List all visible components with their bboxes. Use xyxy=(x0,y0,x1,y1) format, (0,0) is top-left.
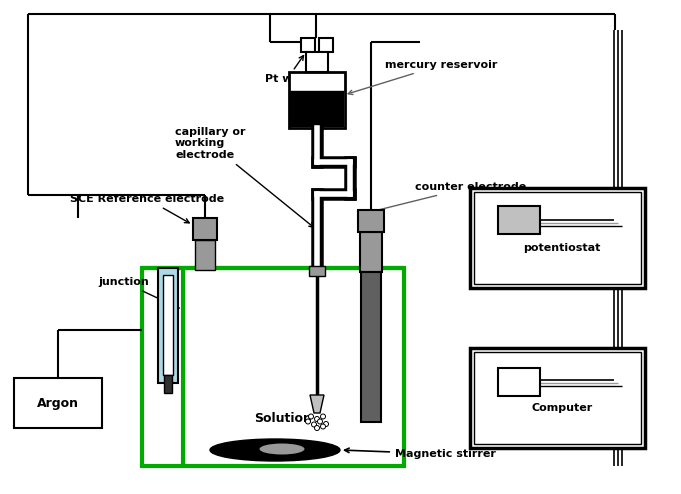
Circle shape xyxy=(323,421,328,426)
Circle shape xyxy=(308,414,313,419)
Bar xyxy=(195,240,215,270)
Text: Solution: Solution xyxy=(254,412,312,424)
Circle shape xyxy=(315,416,319,421)
Bar xyxy=(358,210,384,232)
Bar xyxy=(361,272,381,422)
Text: Argon: Argon xyxy=(37,397,79,410)
Bar xyxy=(470,188,645,288)
Bar xyxy=(301,38,315,52)
Bar xyxy=(290,91,344,127)
Text: counter electrode: counter electrode xyxy=(362,182,526,215)
Bar xyxy=(474,192,641,284)
Circle shape xyxy=(317,419,323,424)
Text: Computer: Computer xyxy=(531,403,592,413)
Bar xyxy=(498,206,540,234)
Circle shape xyxy=(321,424,326,429)
Bar xyxy=(289,72,345,128)
Bar xyxy=(306,52,328,72)
Text: junction: junction xyxy=(98,277,179,308)
Bar xyxy=(360,232,382,272)
Bar xyxy=(309,266,325,276)
Text: potentiostat: potentiostat xyxy=(523,243,601,253)
Bar xyxy=(319,38,333,52)
Bar xyxy=(164,375,172,393)
Bar xyxy=(158,268,178,383)
Bar xyxy=(163,275,173,375)
Bar xyxy=(470,348,645,448)
Text: SCE Reference electrode: SCE Reference electrode xyxy=(70,194,224,223)
Ellipse shape xyxy=(259,444,304,454)
Polygon shape xyxy=(310,395,324,413)
Bar xyxy=(193,218,217,240)
Circle shape xyxy=(321,414,326,419)
Text: mercury reservoir: mercury reservoir xyxy=(348,60,497,94)
Ellipse shape xyxy=(210,439,340,461)
Bar xyxy=(474,352,641,444)
Text: Pt wire: Pt wire xyxy=(265,55,309,84)
Text: Magnetic stirrer: Magnetic stirrer xyxy=(345,448,496,459)
Text: capillary or
working
electrode: capillary or working electrode xyxy=(175,127,314,227)
Circle shape xyxy=(311,422,317,427)
Circle shape xyxy=(306,419,311,424)
Bar xyxy=(498,368,540,396)
Circle shape xyxy=(315,425,319,430)
Bar xyxy=(142,268,404,466)
Bar xyxy=(14,378,102,428)
